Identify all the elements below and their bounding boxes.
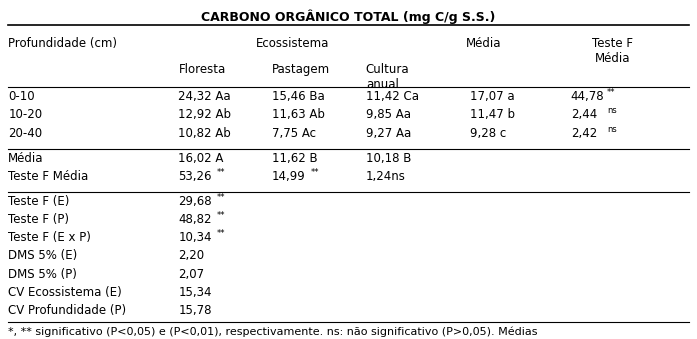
Text: ns: ns <box>607 106 617 116</box>
Text: **: ** <box>217 193 225 202</box>
Text: 10,34: 10,34 <box>178 231 212 244</box>
Text: 11,62 B: 11,62 B <box>272 152 318 165</box>
Text: 2,07: 2,07 <box>178 267 204 280</box>
Text: 9,85 Aa: 9,85 Aa <box>366 108 411 121</box>
Text: 11,42 Ca: 11,42 Ca <box>366 90 419 103</box>
Text: 9,27 Aa: 9,27 Aa <box>366 127 411 140</box>
Text: Média: Média <box>8 152 44 165</box>
Text: **: ** <box>607 88 615 97</box>
Text: 0-10: 0-10 <box>8 90 35 103</box>
Text: 2,44: 2,44 <box>571 108 597 121</box>
Text: 7,75 Ac: 7,75 Ac <box>272 127 316 140</box>
Text: 10-20: 10-20 <box>8 108 43 121</box>
Text: 10,82 Ab: 10,82 Ab <box>178 127 231 140</box>
Text: **: ** <box>310 168 319 177</box>
Text: 11,47 b: 11,47 b <box>470 108 515 121</box>
Text: **: ** <box>217 229 225 238</box>
Text: CARBONO ORGÂNICO TOTAL (mg C/g S.S.): CARBONO ORGÂNICO TOTAL (mg C/g S.S.) <box>201 9 496 24</box>
Text: 24,32 Aa: 24,32 Aa <box>178 90 231 103</box>
Text: Teste F (E): Teste F (E) <box>8 195 70 208</box>
Text: ns: ns <box>607 125 617 134</box>
Text: Teste F
Média: Teste F Média <box>592 37 633 65</box>
Text: CV Profundidade (P): CV Profundidade (P) <box>8 304 126 317</box>
Text: Profundidade (cm): Profundidade (cm) <box>8 37 117 50</box>
Text: 10,18 B: 10,18 B <box>366 152 411 165</box>
Text: 9,28 c: 9,28 c <box>470 127 506 140</box>
Text: Floresta: Floresta <box>178 62 226 76</box>
Text: Pastagem: Pastagem <box>272 62 330 76</box>
Text: DMS 5% (P): DMS 5% (P) <box>8 267 77 280</box>
Text: CV Ecossistema (E): CV Ecossistema (E) <box>8 286 122 299</box>
Text: Teste F Média: Teste F Média <box>8 171 89 183</box>
Text: DMS 5% (E): DMS 5% (E) <box>8 249 77 262</box>
Text: 1,24ns: 1,24ns <box>366 171 406 183</box>
Text: 14,99: 14,99 <box>272 171 306 183</box>
Text: 44,78: 44,78 <box>571 90 604 103</box>
Text: Média: Média <box>466 37 502 50</box>
Text: 11,63 Ab: 11,63 Ab <box>272 108 325 121</box>
Text: Teste F (P): Teste F (P) <box>8 213 69 226</box>
Text: 15,34: 15,34 <box>178 286 212 299</box>
Text: 16,02 A: 16,02 A <box>178 152 224 165</box>
Text: Teste F (E x P): Teste F (E x P) <box>8 231 91 244</box>
Text: 29,68: 29,68 <box>178 195 212 208</box>
Text: **: ** <box>217 211 225 220</box>
Text: 12,92 Ab: 12,92 Ab <box>178 108 231 121</box>
Text: *, ** significativo (P<0,05) e (P<0,01), respectivamente. ns: não significativo : *, ** significativo (P<0,05) e (P<0,01),… <box>8 326 538 337</box>
Text: 53,26: 53,26 <box>178 171 212 183</box>
Text: 2,20: 2,20 <box>178 249 204 262</box>
Text: **: ** <box>217 168 225 177</box>
Text: 48,82: 48,82 <box>178 213 212 226</box>
Text: 2,42: 2,42 <box>571 127 597 140</box>
Text: 15,46 Ba: 15,46 Ba <box>272 90 325 103</box>
Text: Cultura
anual: Cultura anual <box>366 62 409 91</box>
Text: 15,78: 15,78 <box>178 304 212 317</box>
Text: 17,07 a: 17,07 a <box>470 90 514 103</box>
Text: 20-40: 20-40 <box>8 127 43 140</box>
Text: Ecossistema: Ecossistema <box>256 37 330 50</box>
